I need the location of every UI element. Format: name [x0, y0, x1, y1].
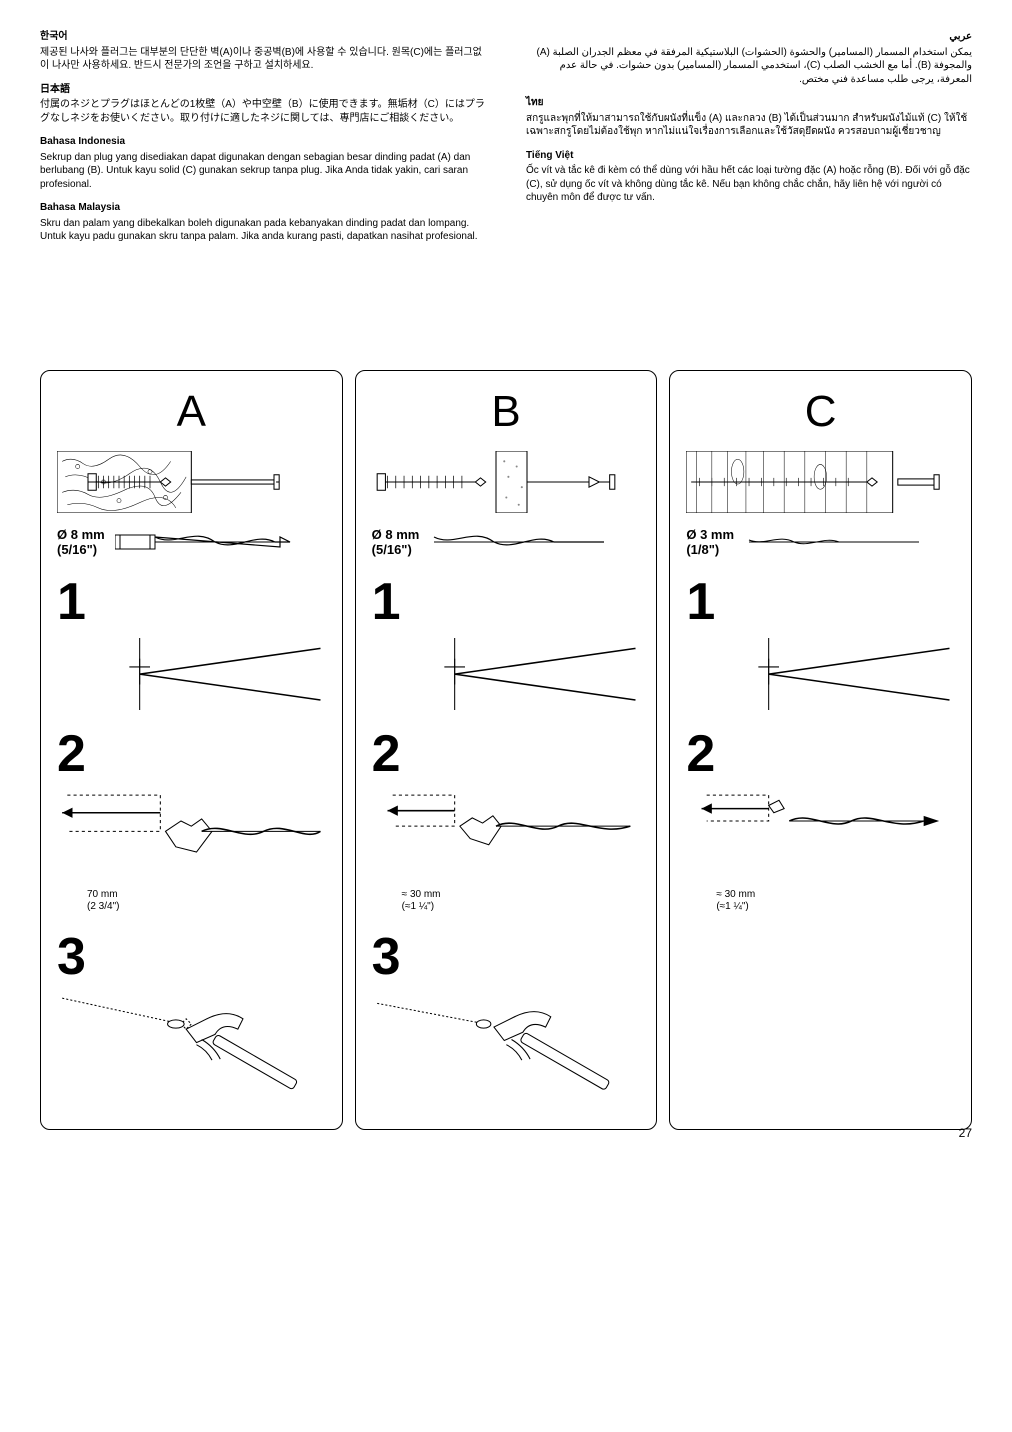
panel-letter-c: C — [686, 387, 955, 437]
dimension-label-a: 70 mm (2 3/4") — [87, 889, 326, 913]
step-num-3b: 3 — [372, 927, 641, 987]
step-num-3: 3 — [57, 927, 326, 987]
lang-body-ja: 付属のネジとプラグはほとんどの1枚壁（A）や中空壁（B）に使用できます。無垢材（… — [40, 98, 486, 125]
step-num-1: 1 — [57, 572, 326, 632]
instruction-panels: A Ø 8 mm (5/16") — [40, 370, 972, 1130]
step-2-b: 2 ≈ 30 mm (≈1 ¼") — [372, 724, 641, 913]
drill-hole-icon-b — [372, 638, 641, 710]
drill-bit-icon-c — [744, 532, 924, 552]
drill-hole-icon — [57, 638, 326, 710]
step-1-b: 1 — [372, 572, 641, 710]
drill-size-row-c: Ø 3 mm (1/8") — [686, 527, 955, 558]
step-3-a: 3 — [57, 927, 326, 1107]
step-2-c: 2 ≈ 30 mm (≈1 ¼") — [686, 724, 955, 913]
step-num-2b: 2 — [372, 724, 641, 784]
drill-size-b: Ø 8 mm (5/16") — [372, 527, 420, 558]
insert-plug-icon-b — [372, 790, 641, 883]
drill-hole-icon-c — [686, 638, 955, 710]
lang-body-vi: Ốc vít và tắc kê đi kèm có thể dùng với … — [526, 164, 972, 205]
hammer-icon-a — [57, 993, 326, 1107]
lang-title-id: Bahasa Indonesia — [40, 135, 486, 149]
step-num-1b: 1 — [372, 572, 641, 632]
panel-c: C — [669, 370, 972, 1130]
panel-b: B Ø 8 mm (5/16") — [355, 370, 658, 1130]
step-num-2c: 2 — [686, 724, 955, 784]
drill-bit-icon-a — [115, 527, 295, 557]
drill-size-row-b: Ø 8 mm (5/16") — [372, 527, 641, 558]
text-column-right: عربي يمكن استخدام المسمار (المسامير) وال… — [526, 30, 972, 250]
lang-title-vi: Tiếng Việt — [526, 149, 972, 163]
step-3-b: 3 — [372, 927, 641, 1107]
lang-title-th: ไทย — [526, 96, 972, 110]
drill-bit-icon-b — [429, 527, 609, 557]
lang-title-ar: عربي — [526, 30, 972, 44]
lang-title-ja: 日本語 — [40, 83, 486, 97]
dimension-label-b: ≈ 30 mm (≈1 ¼") — [402, 889, 641, 913]
drill-size-row-a: Ø 8 mm (5/16") — [57, 527, 326, 558]
wall-diagram-b — [372, 451, 641, 513]
drill-size-a: Ø 8 mm (5/16") — [57, 527, 105, 558]
text-column-left: 한국어 제공된 나사와 플러그는 대부분의 단단한 벽(A)이나 중공벽(B)에… — [40, 30, 486, 250]
step-1-a: 1 — [57, 572, 326, 710]
page-number: 27 — [959, 1126, 972, 1140]
wall-diagram-a — [57, 451, 326, 513]
step-1-c: 1 — [686, 572, 955, 710]
drill-size-c: Ø 3 mm (1/8") — [686, 527, 734, 558]
insert-plug-icon-a — [57, 790, 326, 883]
lang-body-id: Sekrup dan plug yang disediakan dapat di… — [40, 151, 486, 192]
step-num-1c: 1 — [686, 572, 955, 632]
lang-body-th: สกรูและพุกที่ให้มาสามารถใช้กับผนังที่แข็… — [526, 112, 972, 139]
insert-screw-icon-c — [686, 790, 955, 883]
lang-title-ms: Bahasa Malaysia — [40, 201, 486, 215]
panel-letter-b: B — [372, 387, 641, 437]
dimension-label-c: ≈ 30 mm (≈1 ¼") — [716, 889, 955, 913]
hammer-icon-b — [372, 993, 641, 1107]
lang-body-ms: Skru dan palam yang dibekalkan boleh dig… — [40, 217, 486, 244]
panel-a: A Ø 8 mm (5/16") — [40, 370, 343, 1130]
wall-diagram-c — [686, 451, 955, 513]
step-2-a: 2 70 mm (2 3/4") — [57, 724, 326, 913]
lang-body-ar: يمكن استخدام المسمار (المسامير) والحشوة … — [526, 46, 972, 87]
lang-title-ko: 한국어 — [40, 30, 486, 44]
step-num-2: 2 — [57, 724, 326, 784]
panel-letter-a: A — [57, 387, 326, 437]
lang-body-ko: 제공된 나사와 플러그는 대부분의 단단한 벽(A)이나 중공벽(B)에 사용할… — [40, 46, 486, 73]
